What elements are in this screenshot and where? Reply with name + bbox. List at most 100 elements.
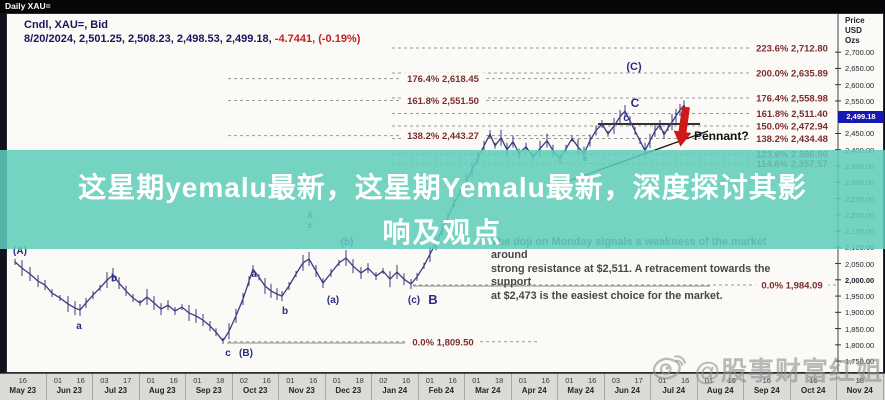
price-tick-label: 1,900.00 bbox=[845, 308, 875, 318]
svg-text:b: b bbox=[282, 306, 288, 317]
price-tick-label: 1,750.00 bbox=[845, 357, 875, 367]
svg-text:a: a bbox=[76, 321, 82, 332]
svg-text:0.0% 1,984.09: 0.0% 1,984.09 bbox=[761, 280, 822, 291]
current-price-box: 2,499.18 bbox=[838, 111, 884, 124]
day-ticks: 01 16 bbox=[425, 376, 457, 385]
month-label: Jun 23 bbox=[56, 386, 82, 395]
price-tick-label: 2,650.00 bbox=[845, 64, 875, 74]
weibo-icon bbox=[652, 350, 688, 389]
day-ticks: 01 16 bbox=[518, 376, 550, 385]
price-series bbox=[14, 100, 689, 344]
svg-text:B: B bbox=[428, 292, 437, 307]
month-label: Aug 23 bbox=[148, 386, 176, 395]
month-label: Aug 24 bbox=[706, 386, 734, 395]
price-tick-label: 2,000.00 bbox=[845, 275, 875, 285]
svg-text:150.0% 2,472.94: 150.0% 2,472.94 bbox=[756, 122, 829, 133]
price-tick-label: 1,950.00 bbox=[845, 292, 875, 302]
day-ticks: 01 18 bbox=[472, 376, 504, 385]
headline-line-2: 响及观点 bbox=[382, 217, 503, 248]
day-ticks: 01 18 bbox=[332, 376, 364, 385]
watermark: @股事财富红姐 bbox=[652, 350, 883, 389]
month-label: May 23 bbox=[9, 386, 37, 395]
instrument-info: Cndl, XAU=, Bid 8/20/2024, 2,501.25, 2,5… bbox=[24, 19, 360, 45]
svg-text:c: c bbox=[225, 348, 231, 359]
svg-text:a: a bbox=[251, 269, 257, 280]
month-slot: 01 16 Apr 24 bbox=[512, 374, 558, 400]
day-ticks: 01 16 bbox=[658, 376, 690, 385]
svg-text:(B): (B) bbox=[239, 348, 253, 359]
month-slot: 01 16 Jul 24 bbox=[651, 374, 698, 400]
day-ticks: 16 bbox=[18, 376, 27, 385]
svg-text:161.8% 2,551.50: 161.8% 2,551.50 bbox=[407, 96, 479, 107]
ohlc-line: 8/20/2024, 2,501.25, 2,508.23, 2,498.53,… bbox=[24, 33, 360, 45]
price-tick-label: 2,050.00 bbox=[845, 259, 875, 269]
headline-banner: 这星期yemalu最新，这星期Yemalu最新，深度探讨其影 响及观点 bbox=[0, 150, 885, 249]
month-label: Sep 23 bbox=[195, 386, 222, 395]
month-label: Mar 24 bbox=[475, 386, 501, 395]
month-label: Jun 24 bbox=[614, 386, 640, 395]
month-label: Jul 23 bbox=[104, 386, 128, 395]
month-label: Sep 24 bbox=[753, 386, 780, 395]
month-label: Jul 24 bbox=[662, 386, 686, 395]
day-ticks: 16 bbox=[762, 376, 771, 385]
day-ticks: 02 16 bbox=[239, 376, 271, 385]
svg-text:138.2% 2,443.27: 138.2% 2,443.27 bbox=[407, 131, 479, 142]
month-slot: 01 18 Mar 24 bbox=[465, 374, 512, 400]
month-label: Dec 23 bbox=[335, 386, 362, 395]
month-slot: 03 17 Jun 24 bbox=[605, 374, 651, 400]
window-titlebar: Daily XAU= bbox=[0, 0, 885, 13]
month-slot: 16 May 23 bbox=[0, 374, 47, 400]
price-axis-header: Price USD Ozs bbox=[845, 16, 865, 45]
x-axis[interactable]: 16 May 23 01 16 Jun 23 03 17 Jul 23 01 16 Aug 23 01… bbox=[0, 373, 885, 400]
month-label: Nov 24 bbox=[846, 386, 873, 395]
svg-text:b: b bbox=[111, 273, 117, 284]
day-ticks: 01 16 bbox=[704, 376, 736, 385]
svg-text:223.6% 2,712.80: 223.6% 2,712.80 bbox=[756, 44, 828, 55]
pennant-label: Pennant? bbox=[694, 129, 749, 143]
down-arrow[interactable] bbox=[672, 106, 695, 148]
svg-text:(A): (A) bbox=[13, 246, 27, 257]
month-label: Oct 23 bbox=[243, 386, 268, 395]
month-label: Jan 24 bbox=[382, 386, 408, 395]
price-tick-label: 2,450.00 bbox=[845, 129, 875, 139]
svg-text:161.8% 2,511.40: 161.8% 2,511.40 bbox=[756, 109, 827, 120]
svg-text:176.4% 2,618.45: 176.4% 2,618.45 bbox=[407, 74, 480, 85]
month-slot: 01 16 Aug 23 bbox=[140, 374, 186, 400]
day-ticks: 01 16 bbox=[146, 376, 178, 385]
month-slot: 02 16 Jan 24 bbox=[372, 374, 419, 400]
month-slot: 01 16 May 24 bbox=[558, 374, 605, 400]
change-values: -4.7441, (-0.19%) bbox=[274, 33, 361, 45]
instrument-line: Cndl, XAU=, Bid bbox=[24, 19, 109, 31]
month-label: Apr 24 bbox=[521, 386, 547, 395]
ohlc-values: 8/20/2024, 2,501.25, 2,508.23, 2,498.53,… bbox=[24, 33, 275, 45]
day-ticks: 01 16 bbox=[53, 376, 85, 385]
month-slot: 01 18 Sep 23 bbox=[186, 374, 233, 400]
price-tick-label: 1,850.00 bbox=[845, 324, 875, 334]
fib-extension-left[interactable]: 176.4% 2,618.45 161.8% 2,551.50 138.2% 2,4… bbox=[228, 72, 590, 349]
day-ticks: 01 16 bbox=[286, 376, 318, 385]
price-tick-label: 2,550.00 bbox=[845, 96, 875, 106]
month-label: Nov 23 bbox=[288, 386, 315, 395]
month-slot: 01 16 Feb 24 bbox=[419, 374, 465, 400]
svg-text:(c): (c) bbox=[408, 295, 420, 306]
month-slot: 16 Sep 24 bbox=[744, 374, 791, 400]
price-tick-label: 2,600.00 bbox=[845, 80, 875, 90]
month-slot: 03 17 Jul 23 bbox=[93, 374, 140, 400]
svg-text:176.4% 2,558.98: 176.4% 2,558.98 bbox=[756, 94, 828, 105]
month-slot: 18 Nov 24 bbox=[837, 374, 884, 400]
svg-text:(C): (C) bbox=[626, 61, 642, 73]
month-slot: 01 16 Jun 23 bbox=[47, 374, 93, 400]
month-slot: 16 Oct 24 bbox=[791, 374, 837, 400]
day-ticks: 02 16 bbox=[379, 376, 411, 385]
price-tick-label: 2,700.00 bbox=[845, 48, 875, 58]
month-slot: 01 16 Nov 23 bbox=[279, 374, 326, 400]
month-label: Feb 24 bbox=[428, 386, 454, 395]
day-ticks: 18 bbox=[855, 376, 864, 385]
svg-text:c: c bbox=[623, 113, 629, 124]
month-slot: 01 18 Dec 23 bbox=[326, 374, 372, 400]
svg-text:C: C bbox=[631, 96, 640, 110]
svg-text:138.2% 2,434.48: 138.2% 2,434.48 bbox=[756, 134, 828, 145]
